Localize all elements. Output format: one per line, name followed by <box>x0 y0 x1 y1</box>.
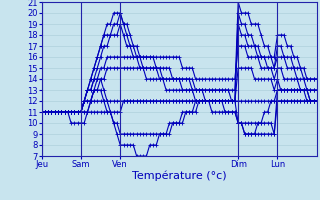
X-axis label: Température (°c): Température (°c) <box>132 171 227 181</box>
